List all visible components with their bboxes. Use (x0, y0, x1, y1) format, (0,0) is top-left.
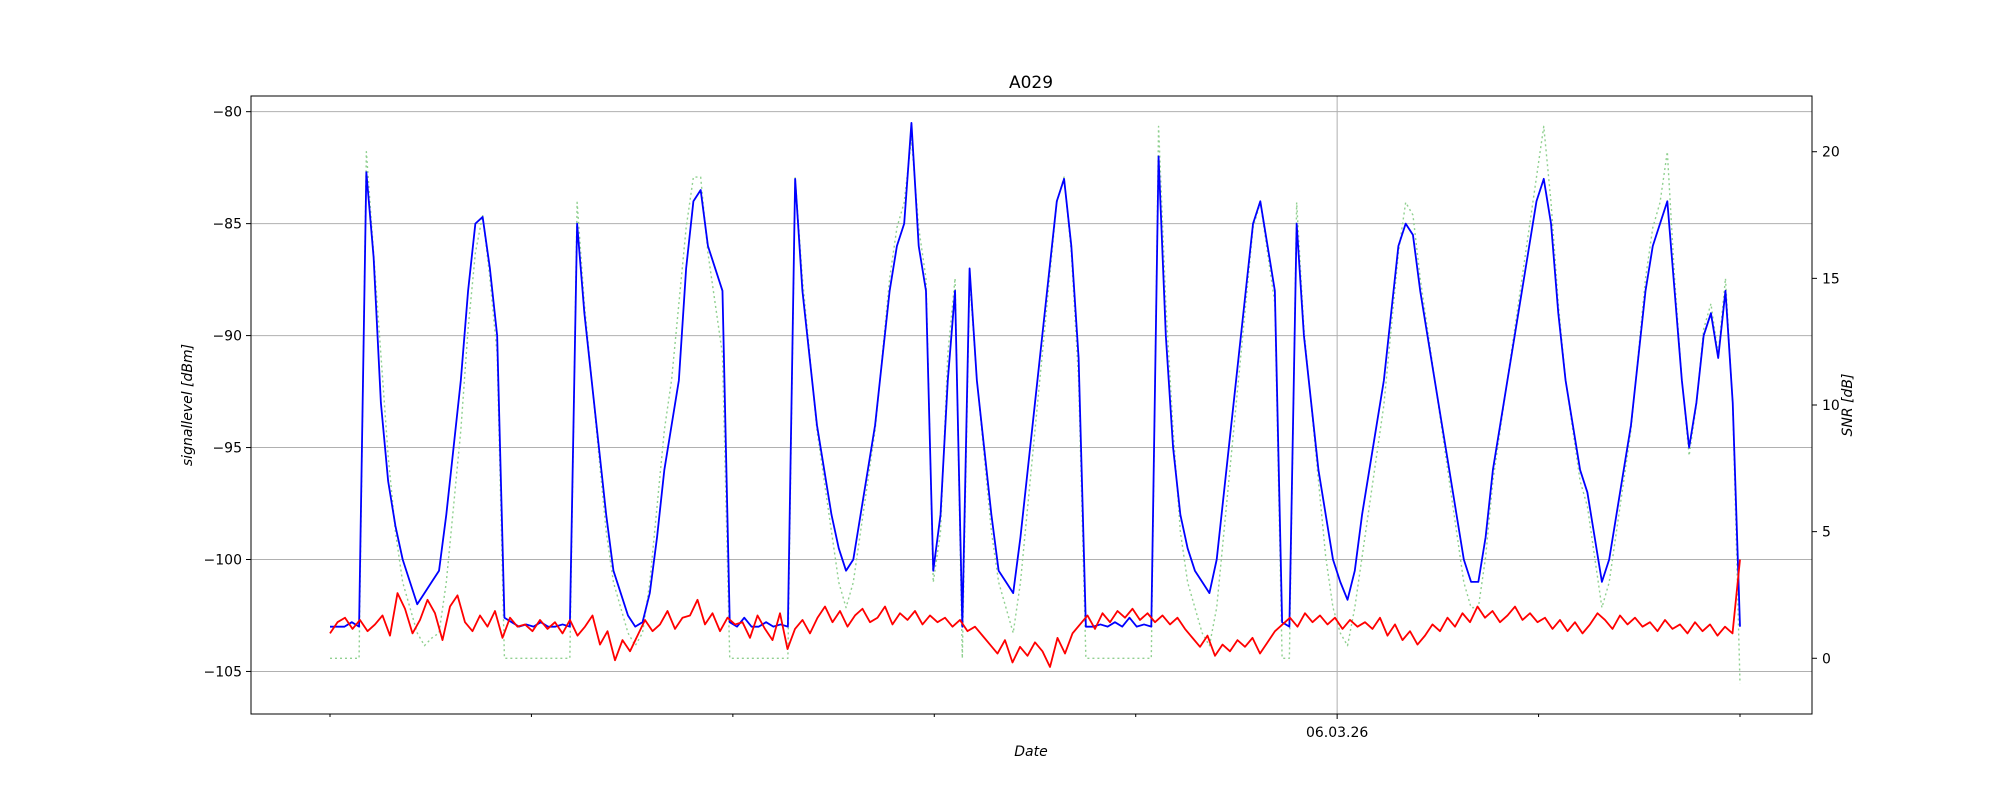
y2-tick-label: 15 (1822, 271, 1840, 287)
chart-title: A029 (1009, 73, 1053, 93)
y-tick-label: −100 (204, 553, 242, 569)
y-tick-label: −95 (212, 441, 242, 457)
series-layer (329, 121, 1741, 684)
y2-tick-label: 0 (1822, 651, 1831, 667)
x-axis-label: Date (1014, 744, 1047, 760)
series-line-signal (330, 121, 1741, 628)
plot-frame (250, 95, 1813, 715)
series-line-noise (329, 559, 1741, 668)
grid (251, 96, 1812, 714)
series-line-snr (330, 125, 1741, 684)
y-tick-label: −80 (212, 105, 242, 121)
x-axis: 06.03.26 (329, 714, 1741, 741)
y2-tick-label: 5 (1822, 525, 1831, 541)
y-tick-label: −85 (212, 217, 242, 233)
y2-tick-label: 10 (1822, 398, 1840, 414)
y2-tick-label: 20 (1822, 145, 1840, 161)
y-tick-label: −90 (212, 329, 242, 345)
x-tick-label: 06.03.26 (1306, 725, 1368, 741)
y-axis-right: 0 5 10 15 20 (1812, 145, 1840, 667)
y2-axis-label: SNR [dB] (1840, 374, 1856, 437)
y-axis-label: signallevel [dBm] (180, 344, 196, 466)
y-axis-left: −105 −100 −95 −90 −85 −80 (204, 105, 251, 680)
y-tick-label: −105 (204, 664, 242, 680)
